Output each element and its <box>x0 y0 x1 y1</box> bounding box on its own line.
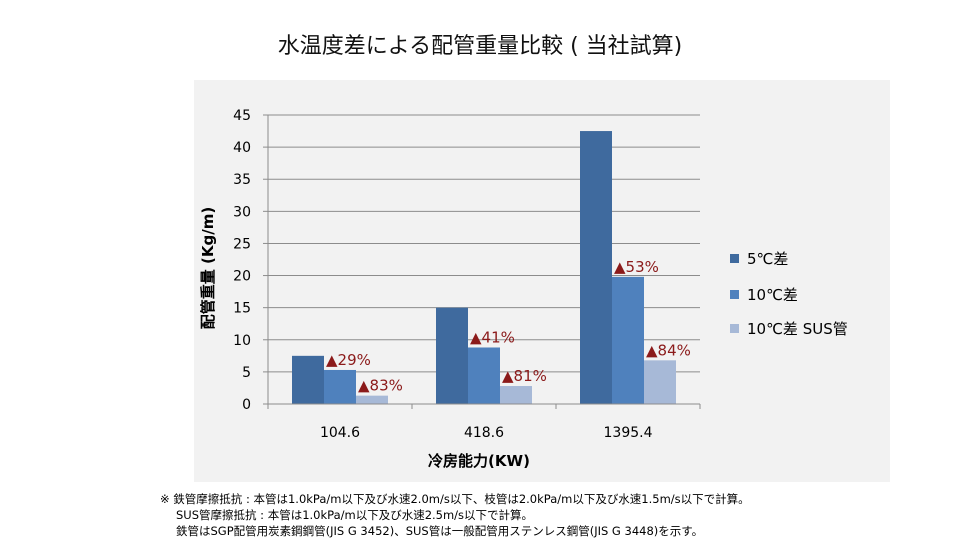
bar-2-2 <box>468 347 500 404</box>
y-tick-label: 10 <box>233 333 251 349</box>
bar-2-3 <box>612 276 644 404</box>
data-labels: ▲29% ▲83% ▲41% ▲81% ▲53% ▲84% <box>326 258 691 395</box>
y-tick-label: 25 <box>233 236 251 252</box>
data-label: ▲29% <box>326 351 371 369</box>
y-tick-label: 0 <box>242 397 251 413</box>
footnotes: ※ 鉄管摩擦抵抗 : 本管は1.0kPa/m以下及び水速2.0m/s以下、枝管は… <box>160 491 950 539</box>
y-tick-labels: 0 5 10 15 20 25 30 35 40 45 <box>233 108 251 413</box>
legend-label: 10℃差 SUS管 <box>747 320 848 338</box>
legend-label: 10℃差 <box>747 286 798 304</box>
y-tick-label: 40 <box>233 140 251 156</box>
bar-3-2 <box>500 386 532 404</box>
data-label: ▲83% <box>358 377 403 395</box>
bar-1-1 <box>292 355 324 404</box>
x-tick-label: 418.6 <box>464 425 504 441</box>
bar-3-3 <box>644 360 676 404</box>
legend: 5℃差 10℃差 10℃差 SUS管 <box>730 250 848 338</box>
legend-swatch-2 <box>730 290 739 299</box>
y-tick-label: 15 <box>233 301 251 317</box>
y-tick-label: 35 <box>233 172 251 188</box>
legend-swatch-3 <box>730 324 739 333</box>
data-label: ▲81% <box>502 367 547 385</box>
chart-title: 水温度差による配管重量比較 ( 当社試算) <box>277 34 683 59</box>
bars <box>292 131 676 405</box>
bar-2-1 <box>324 369 356 404</box>
x-tick-label: 1395.4 <box>604 425 653 441</box>
footnote-2: SUS管摩擦抵抗 : 本管は1.0kPa/m以下及び水速2.5m/s以下で計算。 <box>176 508 534 522</box>
bar-1-2 <box>436 307 468 404</box>
data-label: ▲41% <box>470 328 515 346</box>
y-tick-label: 30 <box>233 204 251 220</box>
footnote-1: ※ 鉄管摩擦抵抗 : 本管は1.0kPa/m以下及び水速2.0m/s以下、枝管は… <box>160 492 750 506</box>
data-label: ▲53% <box>614 258 659 276</box>
legend-label: 5℃差 <box>747 250 788 268</box>
y-tick-label: 5 <box>242 365 251 381</box>
axes <box>267 115 701 409</box>
data-label: ▲84% <box>646 341 691 359</box>
y-axis-label: 配管重量 (Kg/m) <box>199 207 217 329</box>
legend-swatch-1 <box>730 254 739 263</box>
bar-1-3 <box>580 131 612 405</box>
footnote-3: 鉄管はSGP配管用炭素鋼鋼管(JIS G 3452)、SUS管は一般配管用ステン… <box>176 524 704 538</box>
y-tick-label: 45 <box>233 108 251 124</box>
x-tick-label: 104.6 <box>320 425 360 441</box>
x-tick-labels: 104.6 418.6 1395.4 <box>320 425 653 441</box>
x-axis-label: 冷房能力(KW) <box>428 452 530 470</box>
y-tick-label: 20 <box>233 269 251 285</box>
bar-3-1 <box>356 395 388 404</box>
